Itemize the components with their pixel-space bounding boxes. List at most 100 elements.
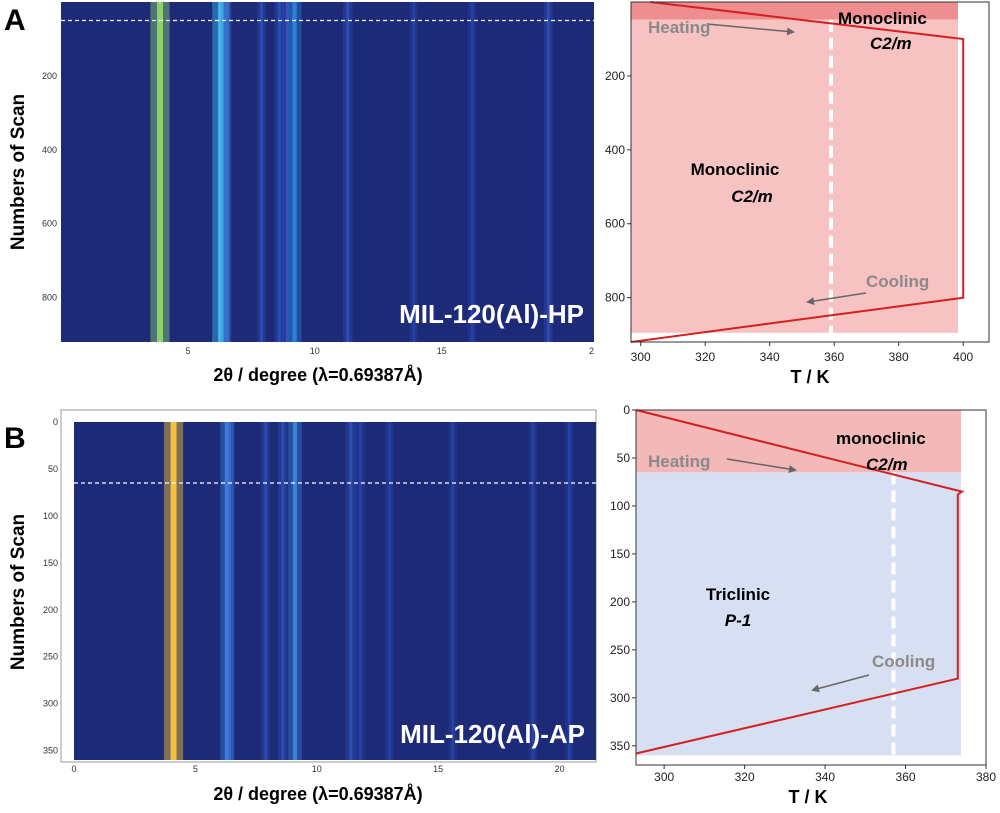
heatmap-b-ylabel: Numbers of Scan	[8, 514, 29, 670]
x-tick-label: 340	[815, 770, 835, 784]
y-tick-label: 800	[605, 291, 625, 305]
temperature-b-xlabel: T / K	[789, 787, 828, 807]
heating-label-a: Heating	[648, 18, 710, 37]
y-tick-label: 0	[623, 403, 630, 417]
peak-line	[349, 422, 353, 760]
heating-arrow-b	[726, 458, 797, 473]
peak-line	[292, 2, 297, 342]
temperature-a-frame	[630, 1, 990, 343]
cooling-arrow-a	[806, 292, 867, 306]
peak-line	[260, 2, 263, 342]
peak-line	[264, 422, 268, 760]
temperature-a-curve	[630, 1, 965, 343]
phase-top-group-b: C2/m	[866, 455, 908, 474]
peak-line	[218, 2, 224, 342]
phase-main-a: Monoclinic	[691, 160, 780, 179]
y-tick-label: 250	[43, 652, 58, 662]
peak-line	[412, 2, 416, 342]
heatmap-a-background	[61, 2, 594, 342]
y-tick-label: 250	[610, 643, 630, 657]
peak-line	[388, 422, 391, 760]
phase-region	[636, 472, 961, 756]
x-tick-label: 300	[654, 770, 674, 784]
x-tick-label: 5	[193, 764, 198, 774]
heatmap-a-ylabel: Numbers of Scan	[8, 94, 29, 250]
x-tick-label: 360	[824, 350, 844, 364]
heatmap-b-background	[74, 422, 596, 760]
y-tick-label: 150	[43, 558, 58, 568]
x-tick-label: 320	[735, 770, 755, 784]
heating-label-b: Heating	[648, 452, 710, 471]
peak-line	[156, 2, 163, 342]
x-tick-label: 360	[896, 770, 916, 784]
peak-line	[359, 422, 362, 760]
x-tick-label: 0	[71, 764, 76, 774]
peak-line	[451, 422, 455, 760]
peak-line	[277, 2, 281, 342]
peak-line	[531, 422, 535, 760]
phase-top-b: monoclinic	[836, 429, 926, 448]
y-tick-label: 0	[53, 417, 58, 427]
heatmap-b: MIL-120(Al)-AP 0 50 100 150 200 250 300 350 0 5 1…	[43, 409, 597, 774]
phase-region	[631, 2, 958, 20]
x-tick-label: 380	[889, 350, 909, 364]
peak-line	[346, 2, 350, 342]
heating-arrow-a	[706, 23, 795, 36]
y-tick-label: 100	[610, 499, 630, 513]
temperature-a-xlabel: T / K	[791, 367, 830, 387]
y-tick-label: 50	[617, 451, 631, 465]
x-tick-label: 15	[437, 346, 447, 356]
x-tick-label: 320	[695, 350, 715, 364]
y-tick-label: 50	[48, 464, 58, 474]
x-tick-label: 300	[631, 350, 651, 364]
y-tick-label: 800	[42, 293, 57, 303]
x-tick-label: 340	[760, 350, 780, 364]
phase-main-group-a: C2/m	[731, 187, 773, 206]
y-tick-label: 200	[43, 605, 58, 615]
peak-line	[285, 2, 289, 342]
y-tick-label: 350	[43, 746, 58, 756]
temperature-b-curve	[635, 409, 965, 755]
temperature-b-frame	[635, 409, 987, 766]
peak-line	[224, 422, 230, 760]
phase-main-group-b: P-1	[725, 611, 751, 630]
sample-label-b: MIL-120(Al)-AP	[400, 719, 585, 749]
peak-line	[170, 422, 177, 760]
heatmap-a: MIL-120(Al)-HP 200 400 600 800 5 10 15 2	[42, 2, 594, 356]
x-tick-label: 10	[310, 346, 320, 356]
peak-line	[292, 422, 298, 760]
peak-line	[567, 422, 571, 760]
peak-line	[546, 2, 550, 342]
panel-a-letter: A	[4, 4, 26, 37]
x-tick-label: 20	[555, 764, 565, 774]
y-tick-label: 150	[610, 547, 630, 561]
peak-line	[281, 422, 285, 760]
y-tick-label: 200	[605, 69, 625, 83]
phase-region	[636, 410, 961, 473]
temperature-plot-b: 0 50 100 150 200 250 300 350 300 320 340 360 380 He…	[610, 403, 996, 784]
phase-top-group-a: C2/m	[870, 34, 912, 53]
x-tick-label: 400	[953, 350, 973, 364]
phase-main-b: Triclinic	[706, 585, 770, 604]
panel-b-letter: B	[4, 422, 26, 455]
cooling-label-b: Cooling	[872, 652, 935, 671]
heatmap-b-xlabel: 2θ / degree (λ=0.69387Å)	[213, 784, 422, 804]
cooling-label-a: Cooling	[866, 272, 929, 291]
heatmap-a-xlabel: 2θ / degree (λ=0.69387Å)	[213, 365, 422, 385]
peak-line	[227, 422, 231, 760]
y-tick-label: 600	[605, 217, 625, 231]
y-tick-label: 400	[605, 143, 625, 157]
peak-line	[470, 2, 474, 342]
phase-top-a: Monoclinic	[838, 9, 927, 28]
x-tick-label: 380	[976, 770, 996, 784]
peak-line	[224, 2, 228, 342]
y-tick-label: 600	[42, 219, 57, 229]
y-tick-label: 300	[610, 691, 630, 705]
x-tick-label: 15	[433, 764, 443, 774]
sample-label-a: MIL-120(Al)-HP	[399, 299, 584, 329]
y-tick-label: 200	[42, 71, 57, 81]
x-tick-label: 5	[185, 346, 190, 356]
y-tick-label: 300	[43, 699, 58, 709]
